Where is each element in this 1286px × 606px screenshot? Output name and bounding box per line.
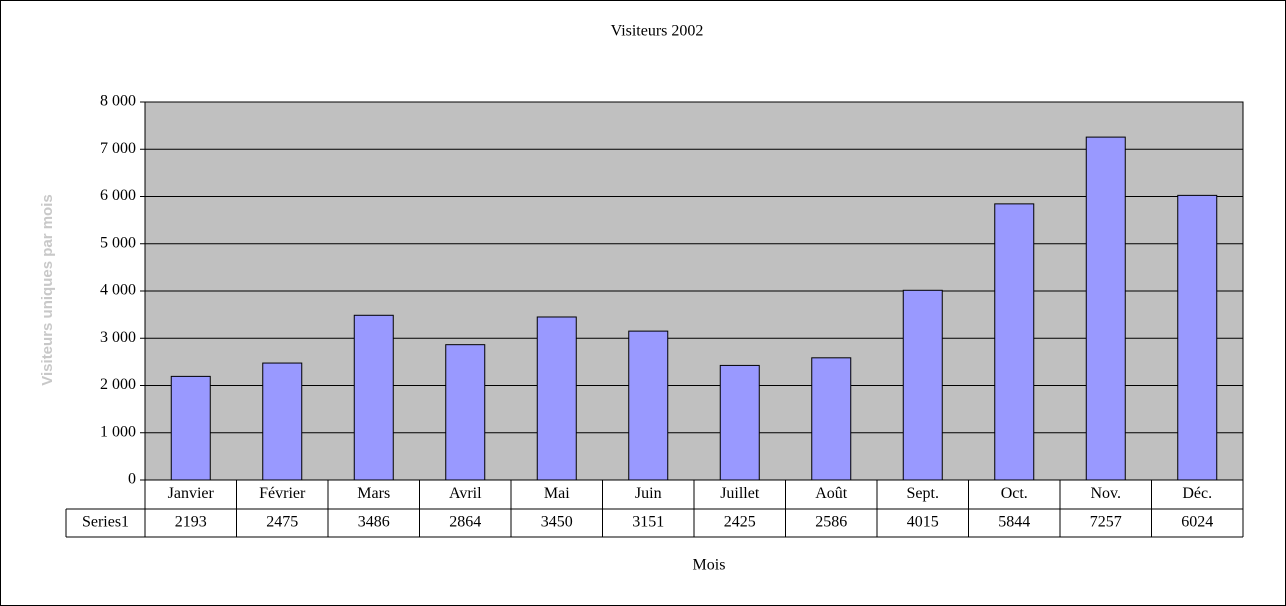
x-tick-label: Février bbox=[259, 485, 306, 502]
x-tick-label: Déc. bbox=[1182, 485, 1212, 502]
bar bbox=[811, 357, 852, 481]
table-value: 2193 bbox=[175, 514, 207, 531]
table-value: 3151 bbox=[632, 514, 664, 531]
x-tick-label: Mars bbox=[357, 485, 390, 502]
x-tick-label: Mai bbox=[544, 485, 570, 502]
table-value: 2864 bbox=[449, 514, 481, 531]
y-tick-label: 8 000 bbox=[100, 93, 136, 110]
table-value: 5844 bbox=[998, 514, 1030, 531]
bar bbox=[1085, 136, 1126, 481]
bar bbox=[1177, 194, 1218, 481]
bar bbox=[536, 316, 577, 481]
x-tick-label: Oct. bbox=[1001, 485, 1028, 502]
table-value: 2425 bbox=[724, 514, 756, 531]
table-value: 2586 bbox=[815, 514, 847, 531]
bar bbox=[353, 314, 394, 481]
x-tick-label: Avril bbox=[449, 485, 482, 502]
y-tick-label: 1 000 bbox=[100, 423, 136, 440]
chart-title: Visiteurs 2002 bbox=[611, 23, 704, 40]
x-tick-label: Juillet bbox=[720, 485, 760, 502]
table-value: 4015 bbox=[907, 514, 939, 531]
bar bbox=[994, 203, 1035, 481]
y-tick-label: 2 000 bbox=[100, 376, 136, 393]
x-tick-label: Sept. bbox=[907, 485, 939, 502]
bar bbox=[262, 362, 303, 481]
bar bbox=[445, 344, 486, 481]
x-tick-label: Juin bbox=[635, 485, 662, 502]
bar bbox=[628, 330, 669, 481]
y-tick-label: 3 000 bbox=[100, 329, 136, 346]
x-tick-label: Janvier bbox=[168, 485, 215, 502]
x-axis-label: Mois bbox=[693, 557, 726, 574]
y-tick-label: 7 000 bbox=[100, 140, 136, 157]
legend-entry: Series1 bbox=[82, 514, 129, 531]
bar bbox=[170, 375, 211, 481]
bar bbox=[902, 289, 943, 481]
y-tick-label: 4 000 bbox=[100, 282, 136, 299]
table-value: 7257 bbox=[1090, 514, 1122, 531]
table-value: 3450 bbox=[541, 514, 573, 531]
table-value: 3486 bbox=[358, 514, 390, 531]
x-tick-label: Août bbox=[815, 485, 848, 502]
x-tick-label: Nov. bbox=[1090, 485, 1121, 502]
y-tick-label: 0 bbox=[128, 471, 136, 488]
y-tick-label: 5 000 bbox=[100, 234, 136, 251]
bar bbox=[719, 364, 760, 481]
y-axis-label: Visiteurs uniques par mois bbox=[39, 194, 56, 385]
table-value: 6024 bbox=[1181, 514, 1213, 531]
table-value: 2475 bbox=[266, 514, 298, 531]
y-tick-label: 6 000 bbox=[100, 187, 136, 204]
